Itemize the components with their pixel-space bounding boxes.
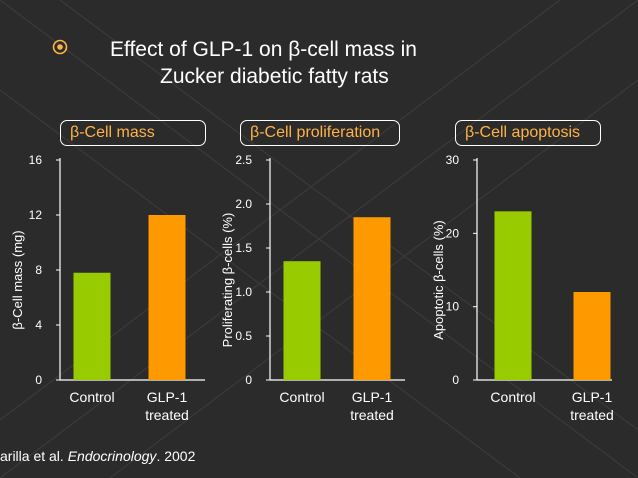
y-axis-label-0: β-Cell mass (mg) [10, 230, 25, 329]
x-category-label-0-0-0: Control [69, 389, 114, 405]
bar-1-1 [353, 217, 391, 380]
citation-journal: Endocrinology [67, 448, 157, 464]
target-bullet-icon [52, 39, 68, 55]
y-axis-label-1: Proliferating β-cells (%) [220, 213, 235, 348]
y-tick-label-0-3: 12 [29, 208, 43, 222]
y-tick-label-0-1: 4 [35, 318, 42, 332]
y-tick-label-2-3: 30 [446, 153, 460, 167]
bar-1-0 [283, 261, 321, 380]
citation-suffix: . 2002 [156, 448, 196, 464]
y-tick-label-1-0: 0 [245, 373, 252, 387]
bar-2-0 [494, 211, 532, 380]
x-category-label-2-1-1: treated [570, 407, 614, 423]
bar-2-1 [573, 292, 611, 380]
x-category-label-0-1-0: GLP-1 [147, 389, 188, 405]
panel-label-beta-cell-mass: β-Cell mass [60, 120, 206, 146]
y-tick-label-1-2: 1.0 [235, 285, 252, 299]
y-tick-label-1-1: 0.5 [235, 329, 252, 343]
panel-label-beta-cell-proliferation: β-Cell proliferation [240, 120, 400, 146]
slide-title-line-1: Effect of GLP-1 on β-cell mass in [110, 38, 417, 61]
y-tick-label-2-2: 20 [446, 226, 460, 240]
bar-0-0 [73, 272, 111, 380]
y-tick-label-2-1: 10 [446, 300, 460, 314]
x-category-label-0-1-1: treated [145, 407, 189, 423]
citation: arilla et al. Endocrinology. 2002 [0, 448, 195, 464]
x-category-label-1-1-1: treated [350, 407, 394, 423]
slide-title-line-2: Zucker diabetic fatty rats [160, 65, 389, 88]
bar-0-1 [148, 215, 186, 380]
x-category-label-2-0-0: Control [490, 389, 535, 405]
x-category-label-2-1-0: GLP-1 [572, 389, 613, 405]
x-category-label-1-0-0: Control [279, 389, 324, 405]
citation-prefix: arilla et al. [0, 448, 68, 464]
x-category-label-1-1-0: GLP-1 [352, 389, 393, 405]
y-tick-label-2-0: 0 [452, 373, 459, 387]
y-tick-label-1-3: 1.5 [235, 241, 252, 255]
y-tick-label-0-0: 0 [35, 373, 42, 387]
y-tick-label-1-5: 2.5 [235, 153, 252, 167]
y-tick-label-0-4: 16 [29, 153, 43, 167]
y-axis-label-2: Apoptotic β-cells (%) [431, 220, 446, 339]
y-tick-label-1-4: 2.0 [235, 197, 252, 211]
y-tick-label-0-2: 8 [35, 263, 42, 277]
panel-label-beta-cell-apoptosis: β-Cell apoptosis [455, 120, 601, 146]
